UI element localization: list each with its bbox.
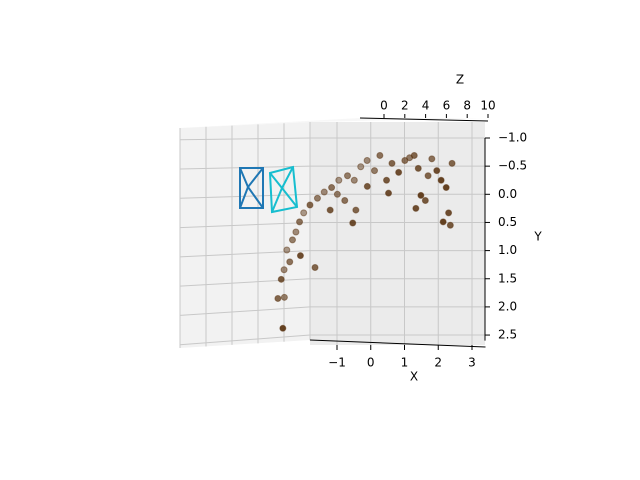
y-tick-label: 0.5 [498,215,517,229]
point [280,293,288,301]
point [311,263,319,271]
side-pane [180,122,310,348]
z-tick-label: 4 [422,99,430,113]
camera-cyan [268,165,299,214]
x-tick-label: 0 [367,356,375,370]
grid-line [179,137,311,141]
x-tick-label: 2 [434,356,442,370]
point [410,151,418,159]
y-tick-label: −0.5 [498,159,527,173]
x-tick-label: −1 [328,356,346,370]
point [313,194,321,202]
point [363,182,371,190]
grid-line [179,278,311,287]
y-tick-label: 1.5 [498,271,517,285]
point [371,167,378,175]
x-axis-line [309,339,486,348]
point [352,206,360,214]
point [439,218,447,226]
point [395,168,403,176]
point [437,176,445,184]
point [306,201,314,209]
point [446,221,454,229]
z-axis-line [359,117,489,122]
point [296,218,304,226]
point [433,167,441,175]
y-tick-label: 1.0 [498,243,517,257]
camera-rays [239,167,250,209]
z-tick-label: 2 [401,99,409,113]
point [326,206,334,214]
point [414,164,422,172]
point [283,246,291,254]
points [274,151,456,332]
point [279,324,287,332]
point [280,266,288,274]
point [424,172,432,180]
z-tick-label: 0 [380,99,388,113]
point [388,159,396,167]
grid-line [179,221,311,229]
z-tick-label: 10 [480,99,495,113]
grid-line [179,334,311,346]
z-tick-label: 8 [463,99,471,113]
camera-blue [239,167,264,209]
back-pane [310,122,485,345]
point [448,159,456,167]
y-tick-label: 2.5 [498,328,517,342]
camera-rays [271,166,294,213]
point [274,294,282,302]
point [344,172,351,180]
point [328,184,336,192]
y-tick-label: 0.0 [498,187,517,201]
point [442,184,450,192]
point [296,252,304,260]
point [286,258,294,266]
point [412,204,420,212]
x-tick-label: 1 [401,356,409,370]
x-axis-label: X [410,370,418,384]
point [349,219,357,227]
z-axis-label: Z [456,73,464,87]
point [385,189,393,197]
point [428,155,436,163]
point [277,275,285,283]
y-axis-label: Y [533,230,542,244]
point [357,163,365,171]
y-tick-label: −1.0 [498,131,527,145]
y-tick-label: 2.0 [498,299,517,313]
point [417,191,425,199]
point [335,176,343,184]
point [333,190,341,198]
point [300,209,308,217]
grid-line [179,250,311,258]
point [350,176,358,184]
grid-line [179,306,311,316]
point [320,188,328,196]
grid [179,122,485,348]
point [445,209,453,217]
top-pane [180,118,485,128]
point [421,196,429,204]
point [363,157,371,165]
camera-frame [239,167,264,209]
point [288,236,296,244]
z-tick-label: 6 [443,99,451,113]
point [383,176,391,184]
x-tick-label: 3 [468,356,476,370]
point [376,151,384,159]
point [341,196,349,204]
point [292,228,300,236]
